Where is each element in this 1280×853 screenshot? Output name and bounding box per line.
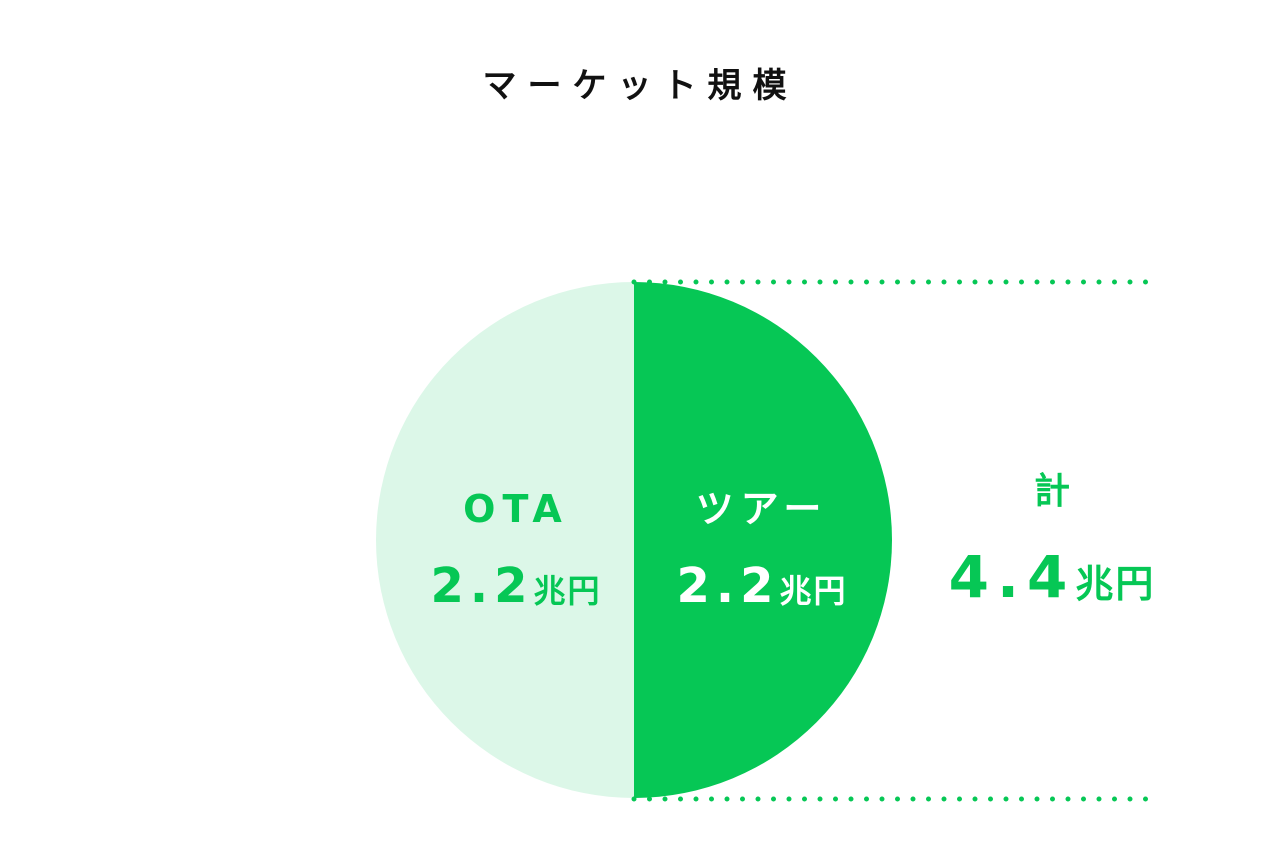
slice-value-tour: 2.2兆円 bbox=[612, 562, 912, 610]
pie-slice-tour bbox=[634, 282, 892, 798]
total-value: 4.4兆円 bbox=[902, 548, 1202, 606]
slice-label-ota: OTA 2.2兆円 bbox=[366, 490, 666, 610]
slice-unit-ota: 兆円 bbox=[533, 572, 602, 610]
slice-unit-tour: 兆円 bbox=[779, 572, 848, 610]
slice-number-ota: 2.2 bbox=[430, 558, 534, 614]
total-name: 計 bbox=[1033, 471, 1070, 512]
pie-slice-ota bbox=[376, 282, 634, 798]
slice-name-tour: ツアー bbox=[695, 487, 829, 531]
slice-value-ota: 2.2兆円 bbox=[366, 562, 666, 610]
total-label: 計 4.4兆円 bbox=[902, 471, 1202, 607]
total-unit: 兆円 bbox=[1075, 562, 1156, 606]
slice-number-tour: 2.2 bbox=[676, 558, 780, 614]
slice-label-tour: ツアー 2.2兆円 bbox=[612, 490, 912, 610]
slice-name-ota: OTA bbox=[463, 487, 569, 531]
total-number: 4.4 bbox=[948, 543, 1076, 611]
chart-title: マーケット規模 bbox=[482, 66, 798, 106]
